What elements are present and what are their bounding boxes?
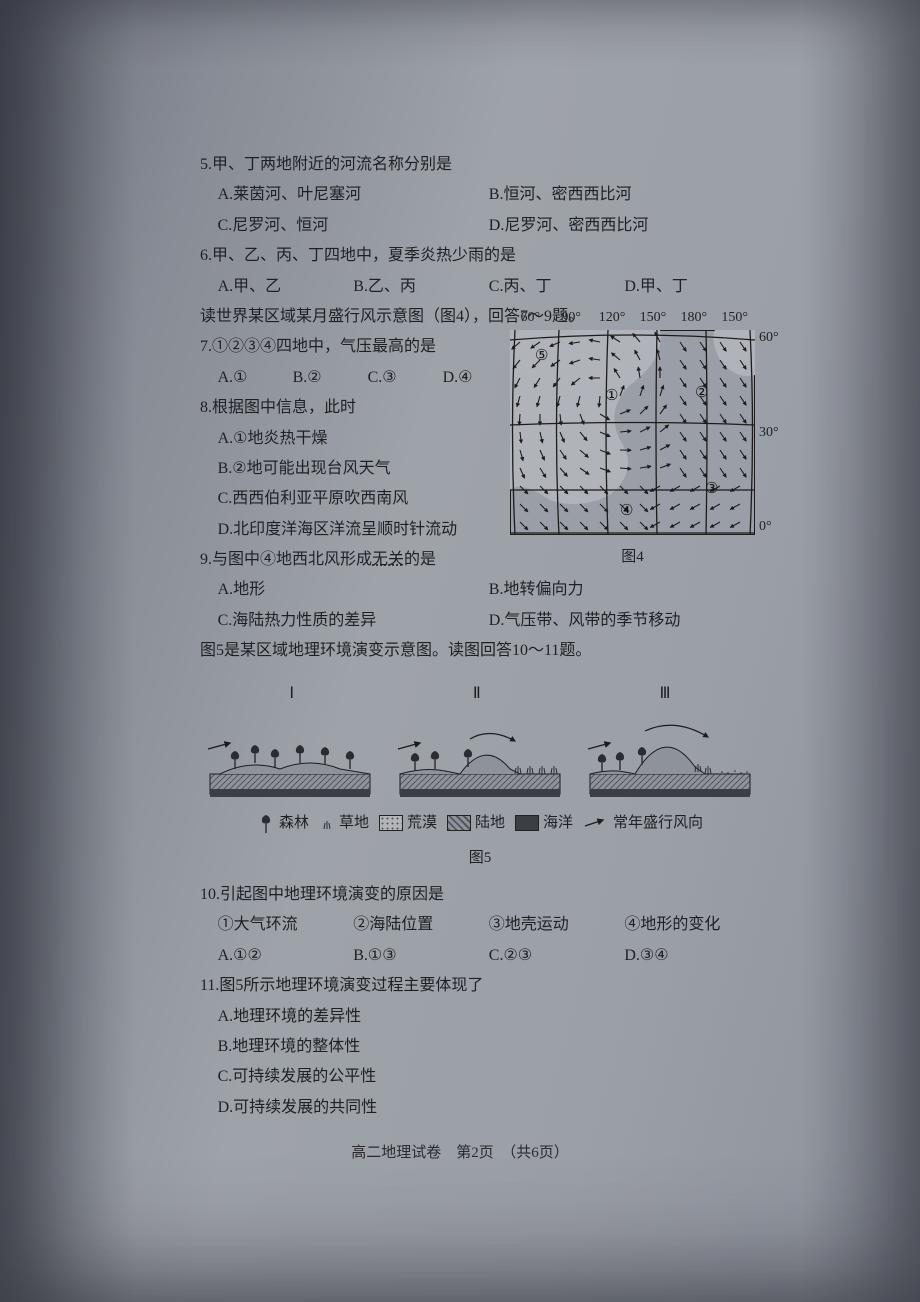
legend-grass-label: 草地 xyxy=(339,809,369,838)
q9-opt-c: C.海陆热力性质的差异 xyxy=(218,606,489,636)
fig4-lon-labels: 60° 90° 120° 150° 180° 150° xyxy=(510,310,755,326)
legend-ocean-label: 海洋 xyxy=(543,809,573,838)
intro-10-11: 图5是某区域地理环境演变示意图。读图回答10～11题。 xyxy=(200,636,760,666)
q10-options: A.①② B.①③ C.②③ D.③④ xyxy=(200,941,760,971)
fig4-node-5: ⑤ xyxy=(535,348,548,364)
q11-opt-d: D.可持续发展的共同性 xyxy=(200,1093,760,1123)
fig4-lon-0: 60° xyxy=(510,310,551,326)
fig5-caption: 图5 xyxy=(200,844,760,873)
fig4-lat-labels: 60° 30° 0° xyxy=(759,330,779,535)
q10-opt-d: D.③④ xyxy=(624,941,760,971)
fig4-node-1: ① xyxy=(605,388,618,404)
fig4-node-2: ② xyxy=(695,385,708,401)
q5-opt-d: D.尼罗河、密西西比河 xyxy=(489,211,760,241)
legend-desert-label: 荒漠 xyxy=(407,809,437,838)
q10-opt-a: A.①② xyxy=(218,941,354,971)
q5-stem: 5.甲、丁两地附近的河流名称分别是 xyxy=(200,150,760,180)
fig5-title-1: Ⅰ xyxy=(289,679,294,709)
legend-land: 陆地 xyxy=(447,809,505,838)
q9-opt-d: D.气压带、风带的季节移动 xyxy=(489,606,760,636)
fig4-lon-2: 120° xyxy=(592,310,633,326)
q10-opt-b: B.①③ xyxy=(353,941,489,971)
fig5-svg xyxy=(200,719,760,799)
q6-opt-b: B.乙、丙 xyxy=(353,272,489,302)
fig4-lon-4: 180° xyxy=(673,310,714,326)
fig5-panel-titles: Ⅰ Ⅱ Ⅲ xyxy=(200,679,760,709)
q10-item-4: ④地形的变化 xyxy=(624,910,760,940)
figure-4: 60° 90° 120° 150° 180° 150° 60° 30° 0° xyxy=(510,330,755,535)
content-block: 5.甲、丁两地附近的河流名称分别是 A.莱茵河、叶尼塞河 B.恒河、密西西比河 … xyxy=(200,150,760,1123)
q5-options: A.莱茵河、叶尼塞河 B.恒河、密西西比河 C.尼罗河、恒河 D.尼罗河、密西西… xyxy=(200,180,760,241)
fig5-title-3: Ⅲ xyxy=(660,679,671,709)
fig4-node-4: ④ xyxy=(620,503,633,519)
q10-stem: 10.引起图中地理环境演变的原因是 xyxy=(200,880,760,910)
q5-opt-a: A.莱茵河、叶尼塞河 xyxy=(218,180,489,210)
legend-ocean: 海洋 xyxy=(515,809,573,838)
fig4-node-3: ③ xyxy=(705,481,718,497)
q7-opt-d: D.④ xyxy=(443,363,518,393)
q11-opt-a: A.地理环境的差异性 xyxy=(200,1002,760,1032)
legend-wind: 常年盛行风向 xyxy=(583,809,703,838)
q7-opt-b: B.② xyxy=(293,363,368,393)
q10-item-3: ③地壳运动 xyxy=(489,910,625,940)
q9-opt-b: B.地转偏向力 xyxy=(489,575,760,605)
q10-opt-c: C.②③ xyxy=(489,941,625,971)
fig5-legend: 森林 草地 荒漠 陆地 海洋 xyxy=(200,809,760,838)
q7-opt-c: C.③ xyxy=(368,363,443,393)
fig4-lat-0: 60° xyxy=(759,330,779,346)
q9-stem-post: 的是 xyxy=(404,551,436,568)
fig4-svg: ① ② ③ ④ ⑤ xyxy=(510,330,755,535)
fig4-lat-2: 0° xyxy=(759,519,779,535)
legend-wind-label: 常年盛行风向 xyxy=(613,809,703,838)
fig4-caption: 图4 xyxy=(510,545,755,566)
q7-opt-a: A.① xyxy=(218,363,293,393)
exam-page: 5.甲、丁两地附近的河流名称分别是 A.莱茵河、叶尼塞河 B.恒河、密西西比河 … xyxy=(0,0,920,1302)
q8-opt-a: A.①地炎热干燥 xyxy=(200,424,520,454)
q10-item-1: ①大气环流 xyxy=(218,910,354,940)
q8-options: A.①地炎热干燥 B.②地可能出现台风天气 C.西西伯利亚平原吹西南风 D.北印… xyxy=(200,424,520,546)
q11-options: A.地理环境的差异性 B.地理环境的整体性 C.可持续发展的公平性 D.可持续发… xyxy=(200,1002,760,1124)
fig5-title-2: Ⅱ xyxy=(473,679,481,709)
q10-item-2: ②海陆位置 xyxy=(353,910,489,940)
fig4-lon-1: 90° xyxy=(551,310,592,326)
page-footer: 高二地理试卷 第2页 （共6页） xyxy=(0,1141,920,1162)
q6-stem: 6.甲、乙、丙、丁四地中，夏季炎热少雨的是 xyxy=(200,241,760,271)
q11-stem: 11.图5所示地理环境演变过程主要体现了 xyxy=(200,971,760,1001)
legend-forest-label: 森林 xyxy=(279,809,309,838)
q9-stem-pre: 9.与图中④地西北风形成 xyxy=(200,551,372,568)
q10-items: ①大气环流 ②海陆位置 ③地壳运动 ④地形的变化 xyxy=(200,910,760,940)
figure-5: Ⅰ Ⅱ Ⅲ xyxy=(200,679,760,872)
q6-opt-d: D.甲、丁 xyxy=(624,272,760,302)
q7-stem: 7.①②③④四地中，气压最高的是 xyxy=(200,332,500,362)
q9-options-row1: A.地形 B.地转偏向力 xyxy=(200,575,760,605)
fig4-lon-3: 150° xyxy=(633,310,674,326)
legend-grass: 草地 xyxy=(319,809,369,838)
q5-opt-c: C.尼罗河、恒河 xyxy=(218,211,489,241)
fig4-lon-5: 150° xyxy=(714,310,755,326)
fig4-lat-1: 30° xyxy=(759,425,779,441)
q8-opt-c: C.西西伯利亚平原吹西南风 xyxy=(200,484,520,514)
q9-opt-a: A.地形 xyxy=(218,575,489,605)
q8-opt-b: B.②地可能出现台风天气 xyxy=(200,454,520,484)
q6-options: A.甲、乙 B.乙、丙 C.丙、丁 D.甲、丁 xyxy=(200,272,760,302)
q11-opt-b: B.地理环境的整体性 xyxy=(200,1032,760,1062)
q6-opt-a: A.甲、乙 xyxy=(218,272,354,302)
q11-opt-c: C.可持续发展的公平性 xyxy=(200,1062,760,1092)
q9-options-row2: C.海陆热力性质的差异 D.气压带、风带的季节移动 xyxy=(200,606,760,636)
q5-opt-b: B.恒河、密西西比河 xyxy=(489,180,760,210)
q6-opt-c: C.丙、丁 xyxy=(489,272,625,302)
legend-desert: 荒漠 xyxy=(379,809,437,838)
q8-stem: 8.根据图中信息，此时 xyxy=(200,393,500,423)
q9-stem-emph: 无关 xyxy=(372,551,404,568)
legend-land-label: 陆地 xyxy=(475,809,505,838)
q7-options: A.① B.② C.③ D.④ xyxy=(200,363,518,393)
legend-forest: 森林 xyxy=(257,809,309,838)
q8-opt-d: D.北印度洋海区洋流呈顺时针流动 xyxy=(200,515,520,545)
